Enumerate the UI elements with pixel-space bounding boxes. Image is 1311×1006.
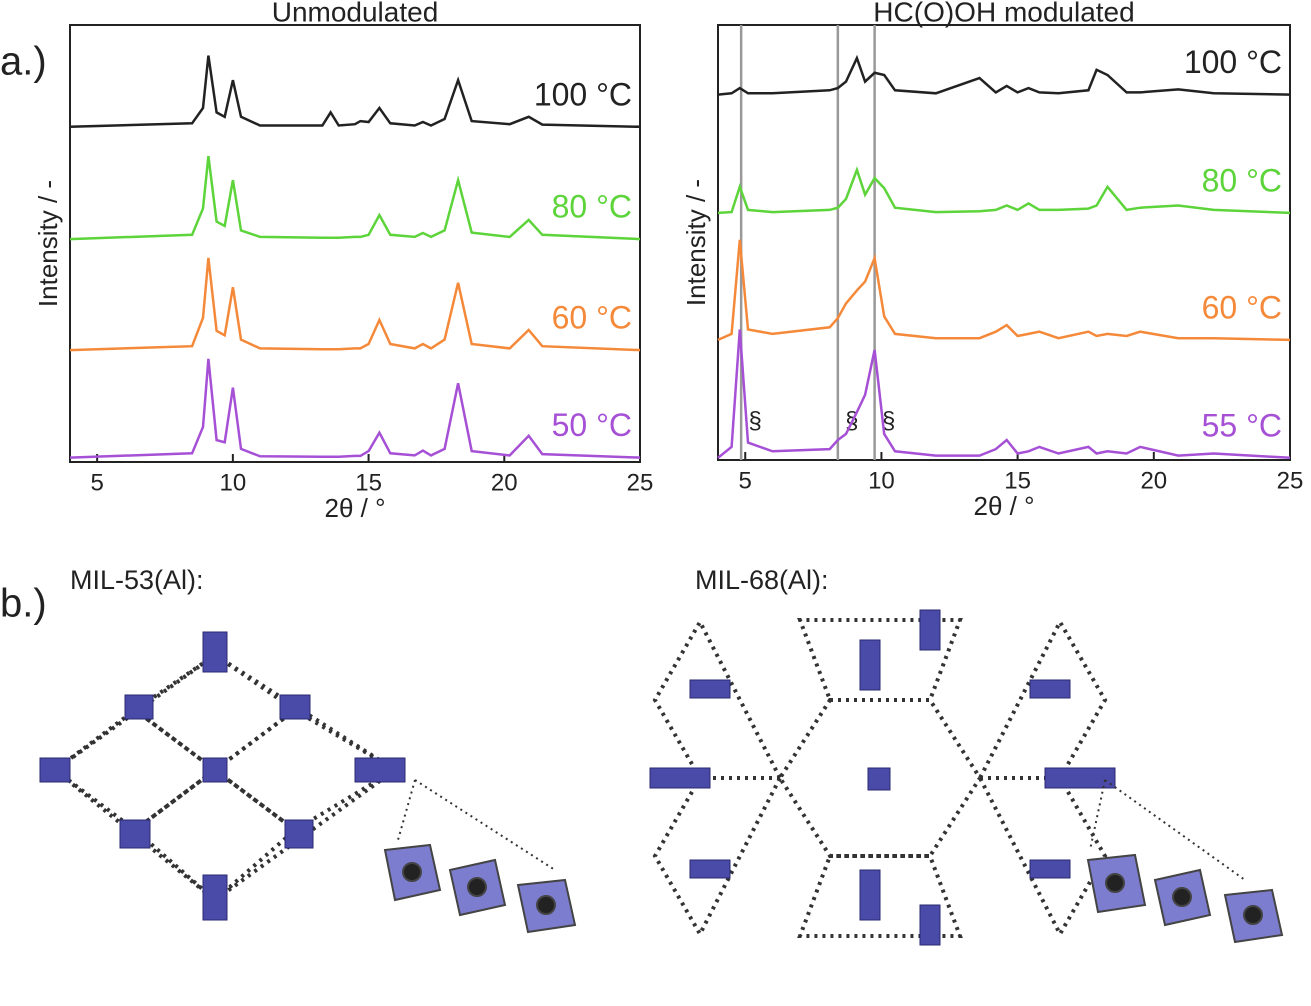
series-label: 100 °C: [534, 76, 632, 112]
octahedra: [383, 843, 577, 934]
zoom-line: [397, 779, 416, 841]
x-tick-label: 20: [491, 469, 518, 496]
series-label: 55 °C: [1202, 407, 1282, 443]
x-tick-label: 10: [220, 469, 247, 496]
chart-title: HC(O)OH modulated: [873, 0, 1134, 27]
plot-frame: [717, 24, 1291, 461]
series-label: 50 °C: [552, 407, 632, 443]
mil53-nodes: [39, 631, 406, 921]
x-tick-label: 10: [868, 467, 895, 494]
series-line: [69, 155, 641, 241]
panel-label: b.): [0, 582, 47, 626]
y-axis-label: Intensity / -: [33, 180, 63, 307]
x-tick-label: 5: [739, 467, 752, 494]
series-label: 80 °C: [552, 189, 632, 225]
series-label: 80 °C: [1202, 162, 1282, 198]
x-tick-label: 25: [627, 469, 654, 496]
x-axis-label: 2θ / °: [974, 491, 1035, 521]
x-tick-label: 5: [90, 469, 103, 496]
panel-label: a.): [0, 40, 47, 84]
series-line: [717, 166, 1291, 215]
structure-label: MIL-68(Al):: [695, 565, 829, 595]
series-label: 60 °C: [1202, 289, 1282, 325]
series-label: 60 °C: [552, 300, 632, 336]
octahedra: [1086, 853, 1284, 944]
annotation: §: [882, 407, 895, 434]
structure-label: MIL-53(Al):: [70, 565, 204, 595]
series-line: [69, 55, 641, 129]
y-axis-label: Intensity / -: [681, 179, 711, 306]
zoom-line: [414, 779, 556, 871]
mil68-nodes: [649, 609, 1116, 946]
series-line: [717, 239, 1291, 342]
chart-title: Unmodulated: [272, 0, 439, 27]
x-tick-label: 15: [355, 469, 382, 496]
plot-frame: [69, 24, 641, 463]
x-tick-label: 25: [1277, 467, 1304, 494]
x-tick-label: 20: [1140, 467, 1167, 494]
series-label: 100 °C: [1184, 44, 1282, 80]
series-line: [717, 54, 1291, 96]
series-line: [69, 257, 641, 352]
x-tick-label: 15: [1004, 467, 1031, 494]
mil68-structure: [652, 617, 1108, 939]
series-line: [717, 329, 1291, 460]
annotation: §: [748, 407, 761, 434]
series-line: [69, 358, 641, 459]
x-axis-label: 2θ / °: [325, 493, 386, 523]
